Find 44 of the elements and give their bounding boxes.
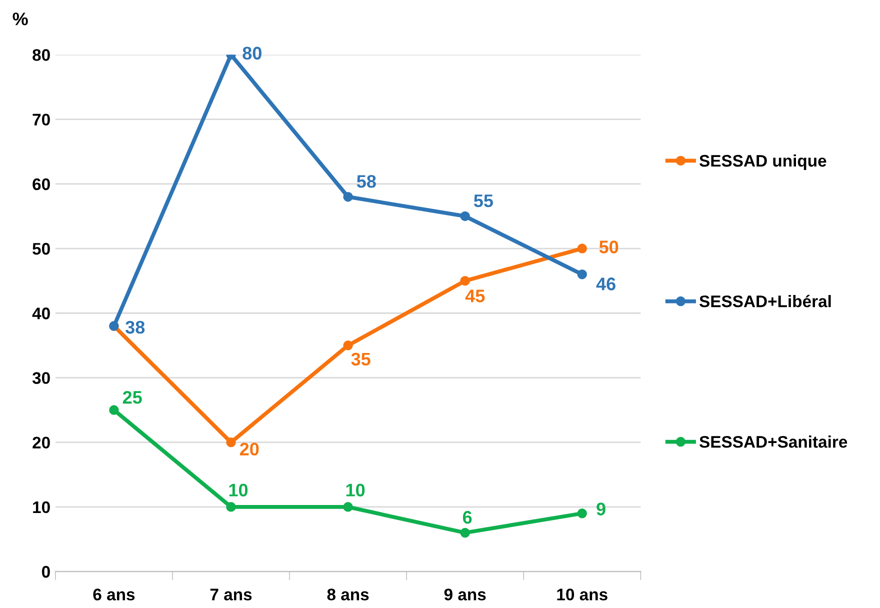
point	[343, 192, 353, 202]
data-label: 9	[596, 502, 606, 516]
y-tick-label: 30	[32, 372, 50, 384]
x-tick-label: 6 ans	[93, 588, 135, 600]
data-label: 10	[229, 484, 248, 496]
data-label: 20	[240, 442, 259, 456]
legend-label: SESSAD unique	[699, 154, 826, 170]
data-label: 50	[599, 240, 618, 254]
point	[577, 508, 587, 518]
data-label: 38	[125, 320, 145, 334]
point	[577, 270, 587, 280]
x-tick-label: 8 ans	[327, 588, 369, 600]
point	[460, 528, 470, 538]
data-label: 35	[351, 352, 370, 366]
data-label: 45	[465, 290, 485, 302]
x-tick-label: 9 ans	[444, 588, 486, 600]
data-label: 10	[346, 484, 365, 496]
y-tick-label: 20	[32, 436, 50, 449]
y-tick-label: 70	[32, 114, 50, 126]
data-label: 80	[242, 46, 262, 60]
legend-label: SESSAD+Sanitaire	[699, 436, 848, 448]
point	[226, 502, 236, 512]
y-tick-label: 50	[32, 242, 50, 255]
point	[460, 276, 470, 286]
point	[343, 340, 353, 350]
data-label: 46	[596, 278, 616, 290]
y-axis-title: %	[12, 12, 28, 26]
point	[343, 502, 353, 512]
y-tick-label: 0	[42, 566, 50, 578]
point	[460, 211, 470, 222]
y-tick-label: 80	[32, 49, 50, 61]
data-label: 6	[462, 510, 472, 524]
y-tick-label: 10	[33, 501, 50, 514]
x-tick-label: 7 ans	[210, 588, 252, 600]
data-label: 58	[356, 175, 376, 188]
point	[577, 244, 587, 254]
data-label: 55	[474, 194, 493, 208]
y-tick-label: 40	[32, 308, 50, 320]
legend-label: SESSAD+Libéral	[699, 294, 831, 308]
y-tick-label: 60	[32, 178, 50, 190]
point	[226, 437, 236, 448]
x-tick-label: 10 ans	[557, 588, 608, 600]
data-label: 25	[122, 390, 142, 404]
point	[109, 405, 119, 415]
